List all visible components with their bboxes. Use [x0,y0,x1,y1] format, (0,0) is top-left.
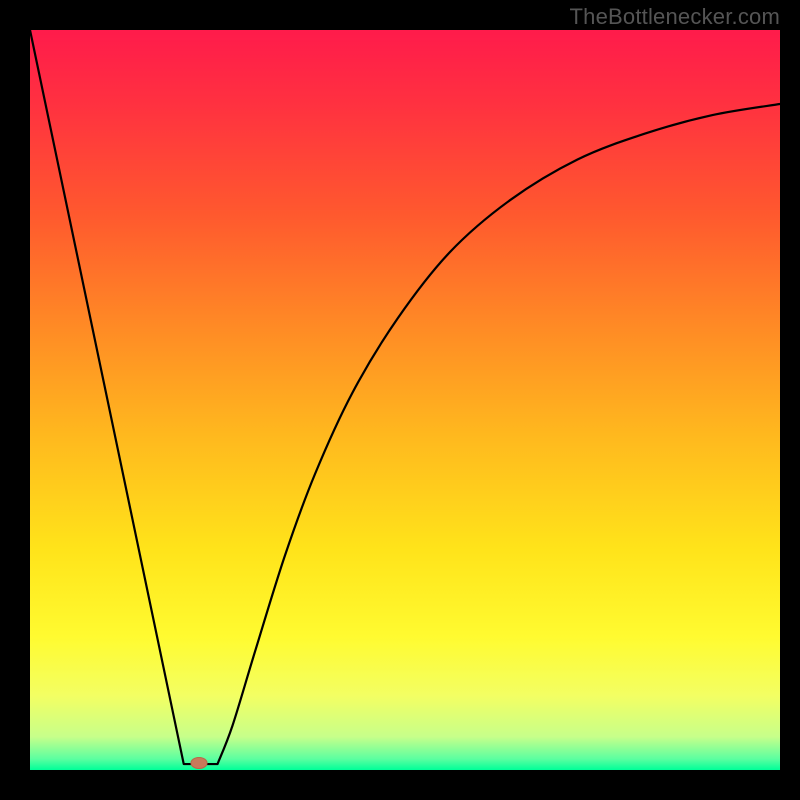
watermark-text: TheBottlenecker.com [570,4,780,30]
curve-layer [30,30,780,770]
minimum-marker [190,757,207,769]
chart-plot-area [30,30,780,770]
bottleneck-curve [30,30,780,764]
